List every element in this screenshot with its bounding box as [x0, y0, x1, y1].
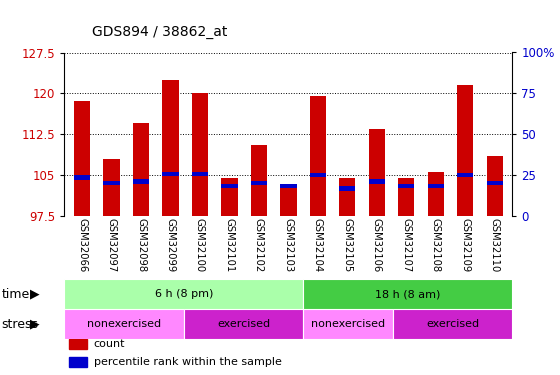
Bar [184, 309, 304, 339]
Text: GSM32104: GSM32104 [313, 217, 323, 272]
Text: ▶: ▶ [30, 288, 40, 301]
Bar [339, 186, 356, 190]
Text: time: time [2, 288, 30, 301]
Bar [133, 179, 149, 183]
Bar [192, 93, 208, 216]
Text: nonexercised: nonexercised [311, 320, 385, 329]
Text: GSM32098: GSM32098 [136, 217, 146, 272]
Text: GSM32097: GSM32097 [106, 217, 116, 272]
Bar [398, 183, 414, 188]
Bar [74, 102, 90, 216]
Bar [457, 172, 473, 177]
Bar [104, 159, 120, 216]
Bar [428, 183, 444, 188]
Bar [398, 178, 414, 216]
Text: GSM32100: GSM32100 [195, 217, 205, 272]
Bar [221, 178, 237, 216]
Bar [310, 96, 326, 216]
Bar [69, 357, 87, 367]
Text: ▶: ▶ [30, 318, 40, 331]
Text: GSM32103: GSM32103 [283, 217, 293, 272]
Text: GSM32101: GSM32101 [225, 217, 235, 272]
Bar [368, 129, 385, 216]
Text: GSM32102: GSM32102 [254, 217, 264, 272]
Bar [339, 178, 356, 216]
Bar [281, 188, 296, 216]
Bar [221, 183, 237, 188]
Bar [457, 85, 473, 216]
Bar [281, 183, 296, 188]
Text: nonexercised: nonexercised [87, 320, 161, 329]
Bar [251, 181, 267, 185]
Text: stress: stress [2, 318, 39, 331]
Bar [162, 172, 179, 176]
Bar [192, 172, 208, 176]
Text: 6 h (8 pm): 6 h (8 pm) [155, 290, 213, 299]
Text: GDS894 / 38862_at: GDS894 / 38862_at [92, 26, 228, 39]
Bar [133, 123, 149, 216]
Text: GSM32110: GSM32110 [489, 217, 500, 272]
Bar [487, 156, 503, 216]
Text: GSM32109: GSM32109 [460, 217, 470, 272]
Text: GSM32107: GSM32107 [402, 217, 411, 272]
Bar [64, 279, 304, 309]
Bar [69, 339, 87, 350]
Bar [487, 181, 503, 185]
Text: GSM32105: GSM32105 [342, 217, 352, 272]
Text: exercised: exercised [217, 320, 270, 329]
Text: exercised: exercised [426, 320, 479, 329]
Text: GSM32066: GSM32066 [77, 217, 87, 272]
Bar [162, 80, 179, 216]
Bar [310, 172, 326, 177]
Text: count: count [94, 339, 125, 350]
Text: GSM32108: GSM32108 [431, 217, 441, 272]
Bar [304, 279, 512, 309]
Bar [304, 309, 393, 339]
Text: GSM32106: GSM32106 [372, 217, 382, 272]
Bar [428, 172, 444, 216]
Text: GSM32099: GSM32099 [166, 217, 175, 272]
Bar [251, 145, 267, 216]
Bar [393, 309, 512, 339]
Bar [74, 176, 90, 180]
Bar [64, 309, 184, 339]
Text: 18 h (8 am): 18 h (8 am) [375, 290, 441, 299]
Bar [104, 181, 120, 185]
Bar [368, 179, 385, 183]
Text: percentile rank within the sample: percentile rank within the sample [94, 357, 281, 367]
